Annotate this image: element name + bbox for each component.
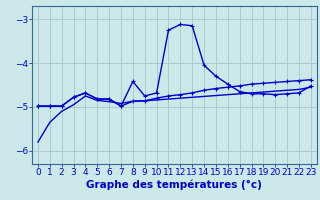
X-axis label: Graphe des températures (°c): Graphe des températures (°c) — [86, 180, 262, 190]
